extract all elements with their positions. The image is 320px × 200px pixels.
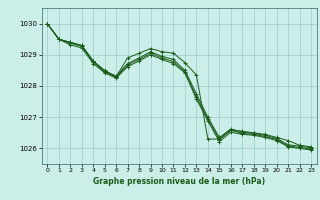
X-axis label: Graphe pression niveau de la mer (hPa): Graphe pression niveau de la mer (hPa) (93, 177, 265, 186)
